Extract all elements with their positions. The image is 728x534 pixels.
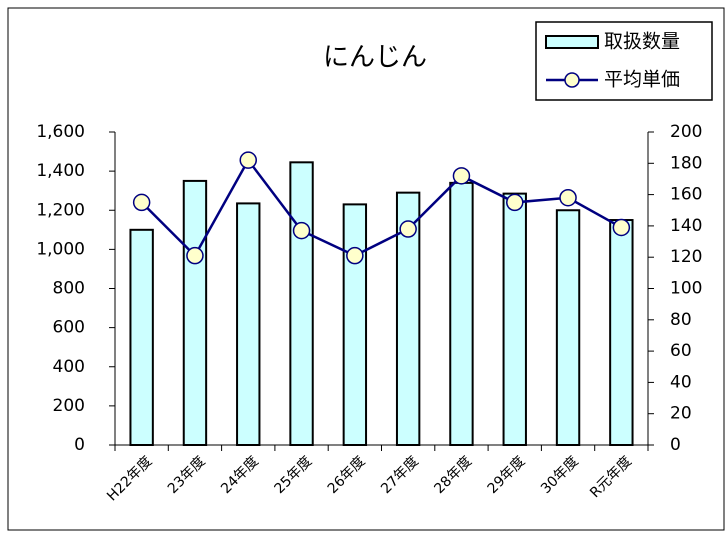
bar [502, 192, 527, 446]
y-tick-label: 1,400 [36, 161, 85, 181]
bar [182, 179, 208, 446]
bar [129, 228, 154, 446]
y2-tick-label: 100 [670, 279, 702, 299]
bar [449, 181, 474, 447]
y-tick-label: 200 [53, 396, 85, 416]
y2-tick-label: 200 [670, 122, 702, 142]
bar [236, 202, 261, 446]
y2-tick-label: 180 [670, 153, 702, 173]
y-tick-label: 1,200 [36, 200, 85, 220]
bar [395, 191, 421, 446]
y2-tick-label: 60 [670, 341, 692, 361]
y-tick-label: 600 [53, 318, 85, 338]
y-tick-label: 800 [53, 279, 85, 299]
line-marker [239, 151, 257, 169]
y2-tick-label: 120 [670, 247, 702, 267]
line-marker [186, 246, 204, 265]
line-marker [399, 220, 417, 238]
legend-label: 取扱数量 [604, 31, 680, 53]
line-marker [452, 167, 471, 185]
y2-tick-label: 20 [670, 404, 692, 424]
bar [289, 161, 314, 446]
line-marker [506, 193, 524, 212]
bar [342, 203, 368, 446]
chart-title: にんじん [323, 43, 427, 73]
y2-tick-label: 80 [670, 310, 692, 330]
y2-tick-label: 160 [670, 185, 702, 205]
legend-swatch [545, 35, 599, 49]
line-marker [612, 218, 631, 237]
bar [609, 219, 634, 446]
line-marker [346, 246, 364, 265]
legend-label: 平均単価 [604, 69, 680, 91]
y-tick-label: 1,000 [36, 239, 85, 259]
legend-swatch-marker [564, 72, 580, 88]
line-marker [559, 188, 577, 207]
line-marker [292, 221, 311, 240]
bar [555, 209, 581, 446]
y-tick-label: 0 [74, 435, 85, 455]
y-tick-label: 1,600 [36, 122, 85, 142]
line [140, 157, 622, 258]
y-tick-label: 400 [53, 357, 85, 377]
y2-tick-label: 40 [670, 372, 692, 392]
y2-tick-label: 140 [670, 216, 702, 236]
line-marker [132, 193, 151, 212]
y2-tick-label: 0 [670, 435, 681, 455]
